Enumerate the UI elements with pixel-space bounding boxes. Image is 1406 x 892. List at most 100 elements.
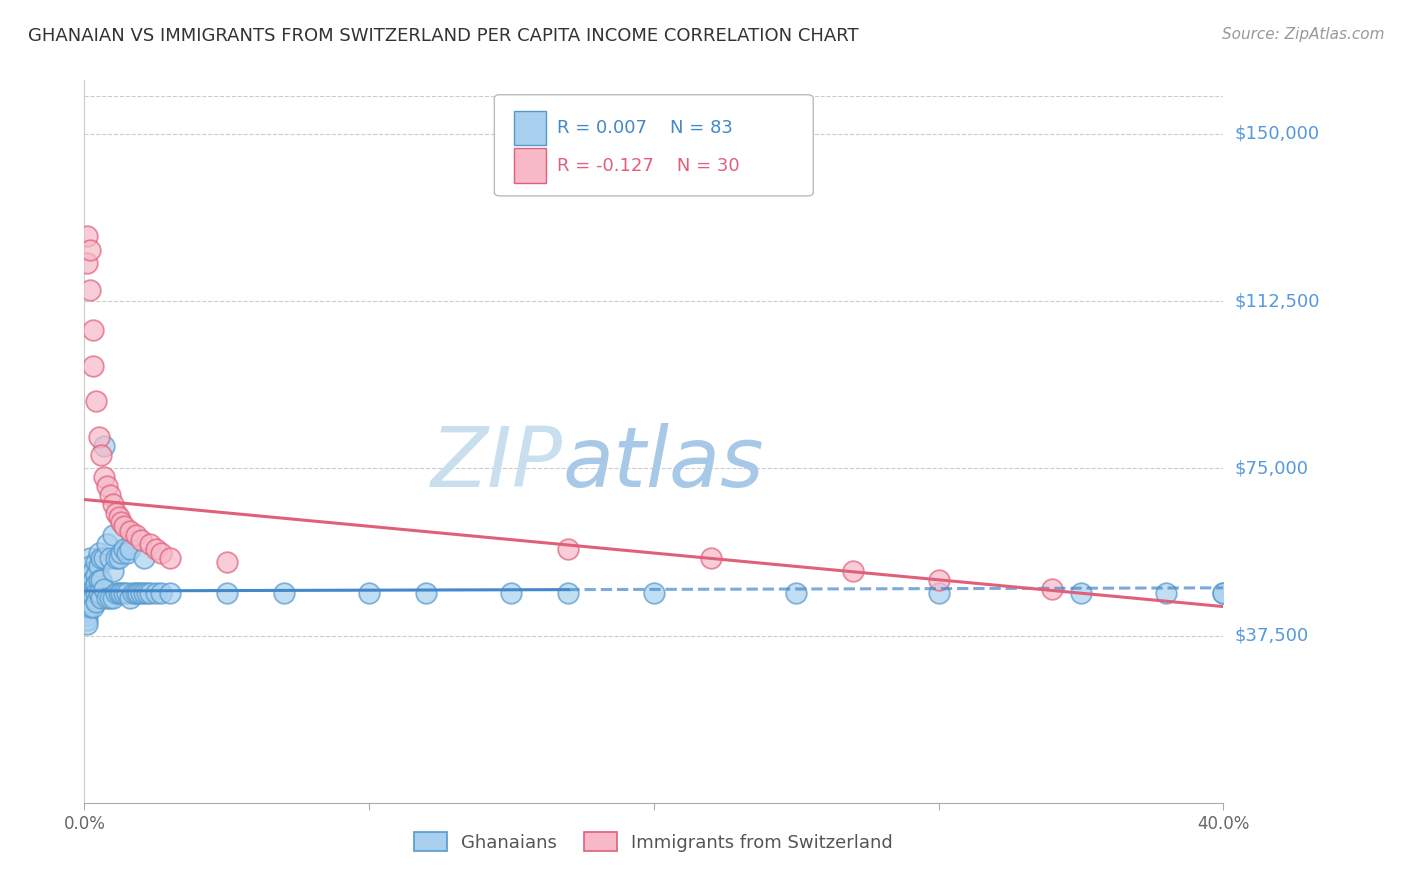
- Point: [643, 586, 665, 600]
- Point: [82, 359, 104, 373]
- Point: [76, 595, 98, 609]
- FancyBboxPatch shape: [513, 148, 546, 183]
- Point: [104, 506, 127, 520]
- Point: [98, 591, 121, 605]
- Point: [107, 586, 129, 600]
- Point: [76, 256, 98, 270]
- Point: [87, 586, 110, 600]
- Point: [79, 568, 101, 582]
- Point: [101, 497, 124, 511]
- Point: [928, 586, 950, 600]
- Point: [79, 559, 101, 574]
- Text: GHANAIAN VS IMMIGRANTS FROM SWITZERLAND PER CAPITA INCOME CORRELATION CHART: GHANAIAN VS IMMIGRANTS FROM SWITZERLAND …: [28, 27, 859, 45]
- Point: [557, 586, 579, 600]
- FancyBboxPatch shape: [495, 95, 813, 196]
- Point: [928, 573, 950, 587]
- Point: [134, 550, 156, 565]
- Point: [90, 448, 112, 462]
- Point: [785, 586, 807, 600]
- Point: [76, 617, 98, 632]
- Point: [118, 524, 141, 538]
- Point: [359, 586, 381, 600]
- Point: [82, 586, 104, 600]
- Point: [93, 582, 115, 596]
- Point: [150, 586, 173, 600]
- Point: [87, 430, 110, 444]
- Point: [118, 591, 141, 605]
- Point: [136, 586, 159, 600]
- Point: [415, 586, 437, 600]
- Point: [93, 550, 115, 565]
- FancyBboxPatch shape: [513, 111, 546, 145]
- Point: [1156, 586, 1178, 600]
- Point: [273, 586, 295, 600]
- Point: [79, 599, 101, 614]
- Point: [101, 591, 124, 605]
- Point: [139, 537, 162, 551]
- Point: [150, 546, 173, 560]
- Point: [127, 586, 149, 600]
- Text: R = 0.007    N = 83: R = 0.007 N = 83: [557, 119, 733, 137]
- Point: [121, 586, 143, 600]
- Text: $112,500: $112,500: [1234, 292, 1320, 310]
- Point: [79, 586, 101, 600]
- Point: [96, 537, 118, 551]
- Point: [124, 528, 146, 542]
- Point: [82, 573, 104, 587]
- Text: R = -0.127    N = 30: R = -0.127 N = 30: [557, 156, 740, 175]
- Point: [98, 550, 121, 565]
- Point: [139, 586, 162, 600]
- Point: [124, 586, 146, 600]
- Point: [110, 546, 132, 560]
- Point: [101, 564, 124, 578]
- Point: [84, 568, 107, 582]
- Point: [557, 541, 579, 556]
- Point: [76, 573, 98, 587]
- Point: [87, 546, 110, 560]
- Point: [159, 586, 181, 600]
- Point: [76, 586, 98, 600]
- Text: $37,500: $37,500: [1234, 626, 1309, 645]
- Point: [90, 573, 112, 587]
- Point: [76, 582, 98, 596]
- Point: [87, 573, 110, 587]
- Point: [501, 586, 523, 600]
- Point: [134, 586, 156, 600]
- Point: [82, 323, 104, 337]
- Point: [104, 550, 127, 565]
- Point: [90, 550, 112, 565]
- Point: [76, 604, 98, 618]
- Point: [79, 577, 101, 591]
- Point: [112, 541, 135, 556]
- Point: [215, 555, 238, 569]
- Point: [842, 564, 865, 578]
- Point: [112, 586, 135, 600]
- Point: [118, 541, 141, 556]
- Text: $150,000: $150,000: [1234, 125, 1320, 143]
- Point: [131, 586, 153, 600]
- Point: [82, 564, 104, 578]
- Text: atlas: atlas: [562, 423, 765, 504]
- Point: [93, 439, 115, 453]
- Point: [76, 599, 98, 614]
- Point: [76, 591, 98, 605]
- Point: [115, 586, 138, 600]
- Point: [110, 586, 132, 600]
- Point: [84, 394, 107, 409]
- Point: [110, 515, 132, 529]
- Point: [159, 550, 181, 565]
- Legend: Ghanaians, Immigrants from Switzerland: Ghanaians, Immigrants from Switzerland: [408, 824, 900, 859]
- Point: [145, 541, 167, 556]
- Point: [79, 595, 101, 609]
- Text: ZIP: ZIP: [430, 423, 562, 504]
- Point: [82, 582, 104, 596]
- Point: [79, 283, 101, 297]
- Point: [101, 528, 124, 542]
- Point: [79, 550, 101, 565]
- Point: [76, 229, 98, 244]
- Point: [98, 488, 121, 502]
- Point: [115, 546, 138, 560]
- Point: [93, 470, 115, 484]
- Point: [76, 613, 98, 627]
- Point: [79, 243, 101, 257]
